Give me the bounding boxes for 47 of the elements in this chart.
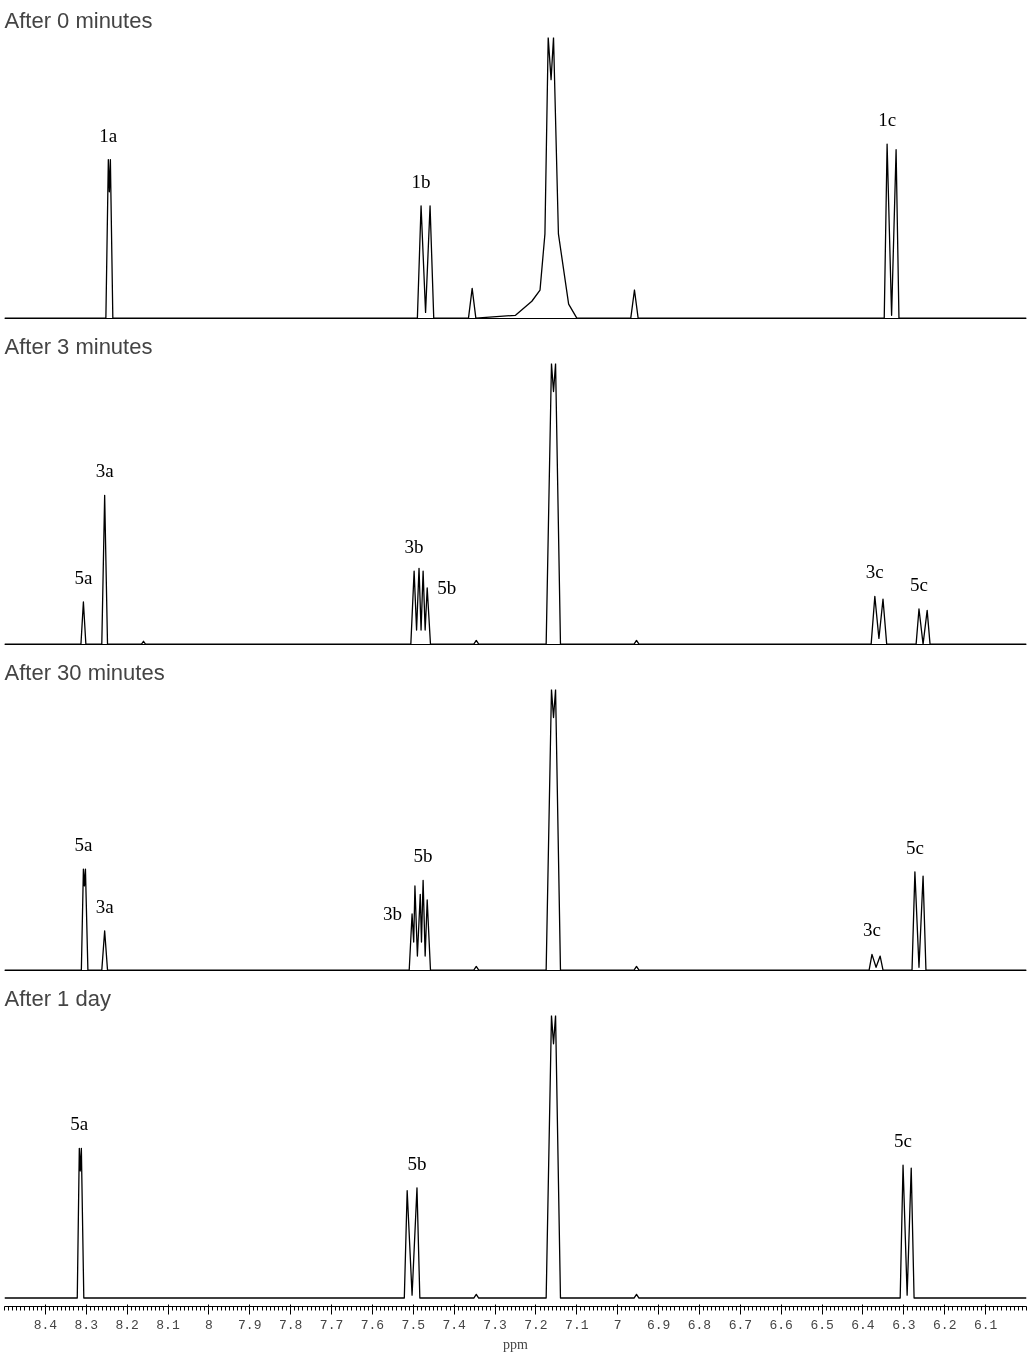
x-tick-label: 6.8 (687, 1317, 712, 1333)
annotation: 5a (74, 567, 93, 588)
annotation: 5c (910, 574, 928, 596)
x-tick-label: 6.6 (769, 1317, 793, 1333)
x-tick-label: 8.1 (156, 1317, 180, 1333)
annotation: 3b (383, 903, 403, 925)
x-tick-label: 6.5 (810, 1317, 834, 1333)
x-tick-label: 6.3 (892, 1317, 916, 1333)
annotation: 5c (894, 1130, 913, 1152)
chart-title: After 30 minutes (4, 659, 165, 685)
chart-title: After 0 minutes (4, 7, 153, 33)
x-axis-title: ppm (503, 1336, 529, 1352)
x-tick-label: 7.1 (565, 1317, 589, 1333)
x-tick-label: 6.2 (933, 1317, 957, 1333)
x-tick-label: 6.9 (646, 1317, 671, 1333)
x-tick-label: 7.2 (524, 1317, 548, 1333)
x-tick-label: 6.1 (973, 1317, 998, 1333)
chart-title: After 1 day (4, 985, 111, 1011)
x-tick-label: 7.7 (319, 1317, 344, 1333)
x-tick-label: 8.3 (74, 1317, 98, 1333)
annotation: 1a (99, 124, 118, 146)
annotation: 3c (863, 919, 881, 941)
annotation: 5b (407, 1152, 427, 1174)
annotation: 5a (74, 834, 93, 856)
annotation: 3c (865, 561, 884, 583)
annotation: 1b (411, 170, 431, 192)
x-tick-label: 7.9 (238, 1317, 262, 1333)
annotation: 5b (437, 577, 457, 599)
x-tick-label: 7 (613, 1317, 622, 1333)
x-tick-label: 7.4 (442, 1317, 467, 1333)
annotation: 5a (70, 1113, 89, 1135)
chart-title: After 3 minutes (4, 333, 153, 359)
annotation: 3b (404, 536, 424, 558)
x-tick-label: 7.3 (483, 1317, 507, 1333)
annotation: 5b (413, 845, 433, 867)
x-tick-label: 8.4 (33, 1317, 58, 1333)
x-tick-label: 8.2 (115, 1317, 139, 1333)
annotation: 5c (905, 836, 924, 858)
annotation: 3a (95, 460, 115, 482)
x-tick-label: 8 (205, 1317, 213, 1333)
x-tick-label: 6.4 (851, 1317, 875, 1333)
annotation: 3a (95, 895, 115, 917)
x-tick-label: 6.7 (728, 1317, 753, 1333)
x-tick-label: 7.5 (401, 1317, 425, 1333)
x-tick-label: 7.8 (278, 1317, 303, 1333)
annotation: 1c (878, 109, 897, 131)
x-tick-label: 7.6 (360, 1317, 385, 1333)
